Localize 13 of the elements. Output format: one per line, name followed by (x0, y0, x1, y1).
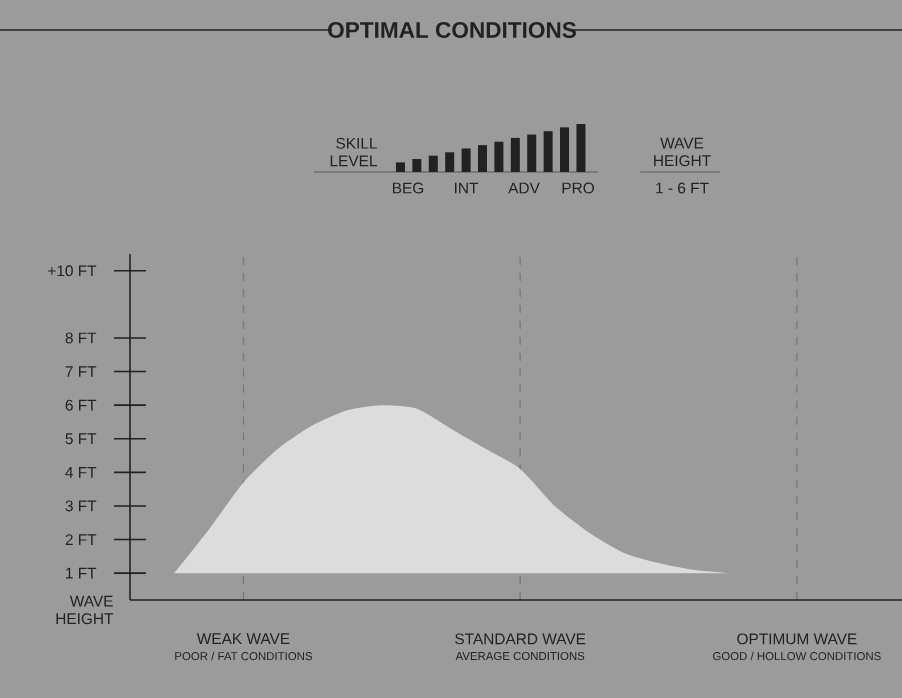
bar (445, 152, 455, 172)
bar (560, 127, 570, 172)
chart-title: OPTIMAL CONDITIONS (328, 22, 576, 38)
bar (527, 134, 537, 172)
bar (428, 155, 438, 172)
bar (494, 141, 504, 172)
bar (461, 148, 471, 172)
bar (412, 159, 422, 172)
bar (477, 145, 488, 172)
bar (395, 162, 405, 172)
bar (576, 123, 586, 172)
bar (543, 131, 553, 172)
bar (510, 137, 520, 172)
